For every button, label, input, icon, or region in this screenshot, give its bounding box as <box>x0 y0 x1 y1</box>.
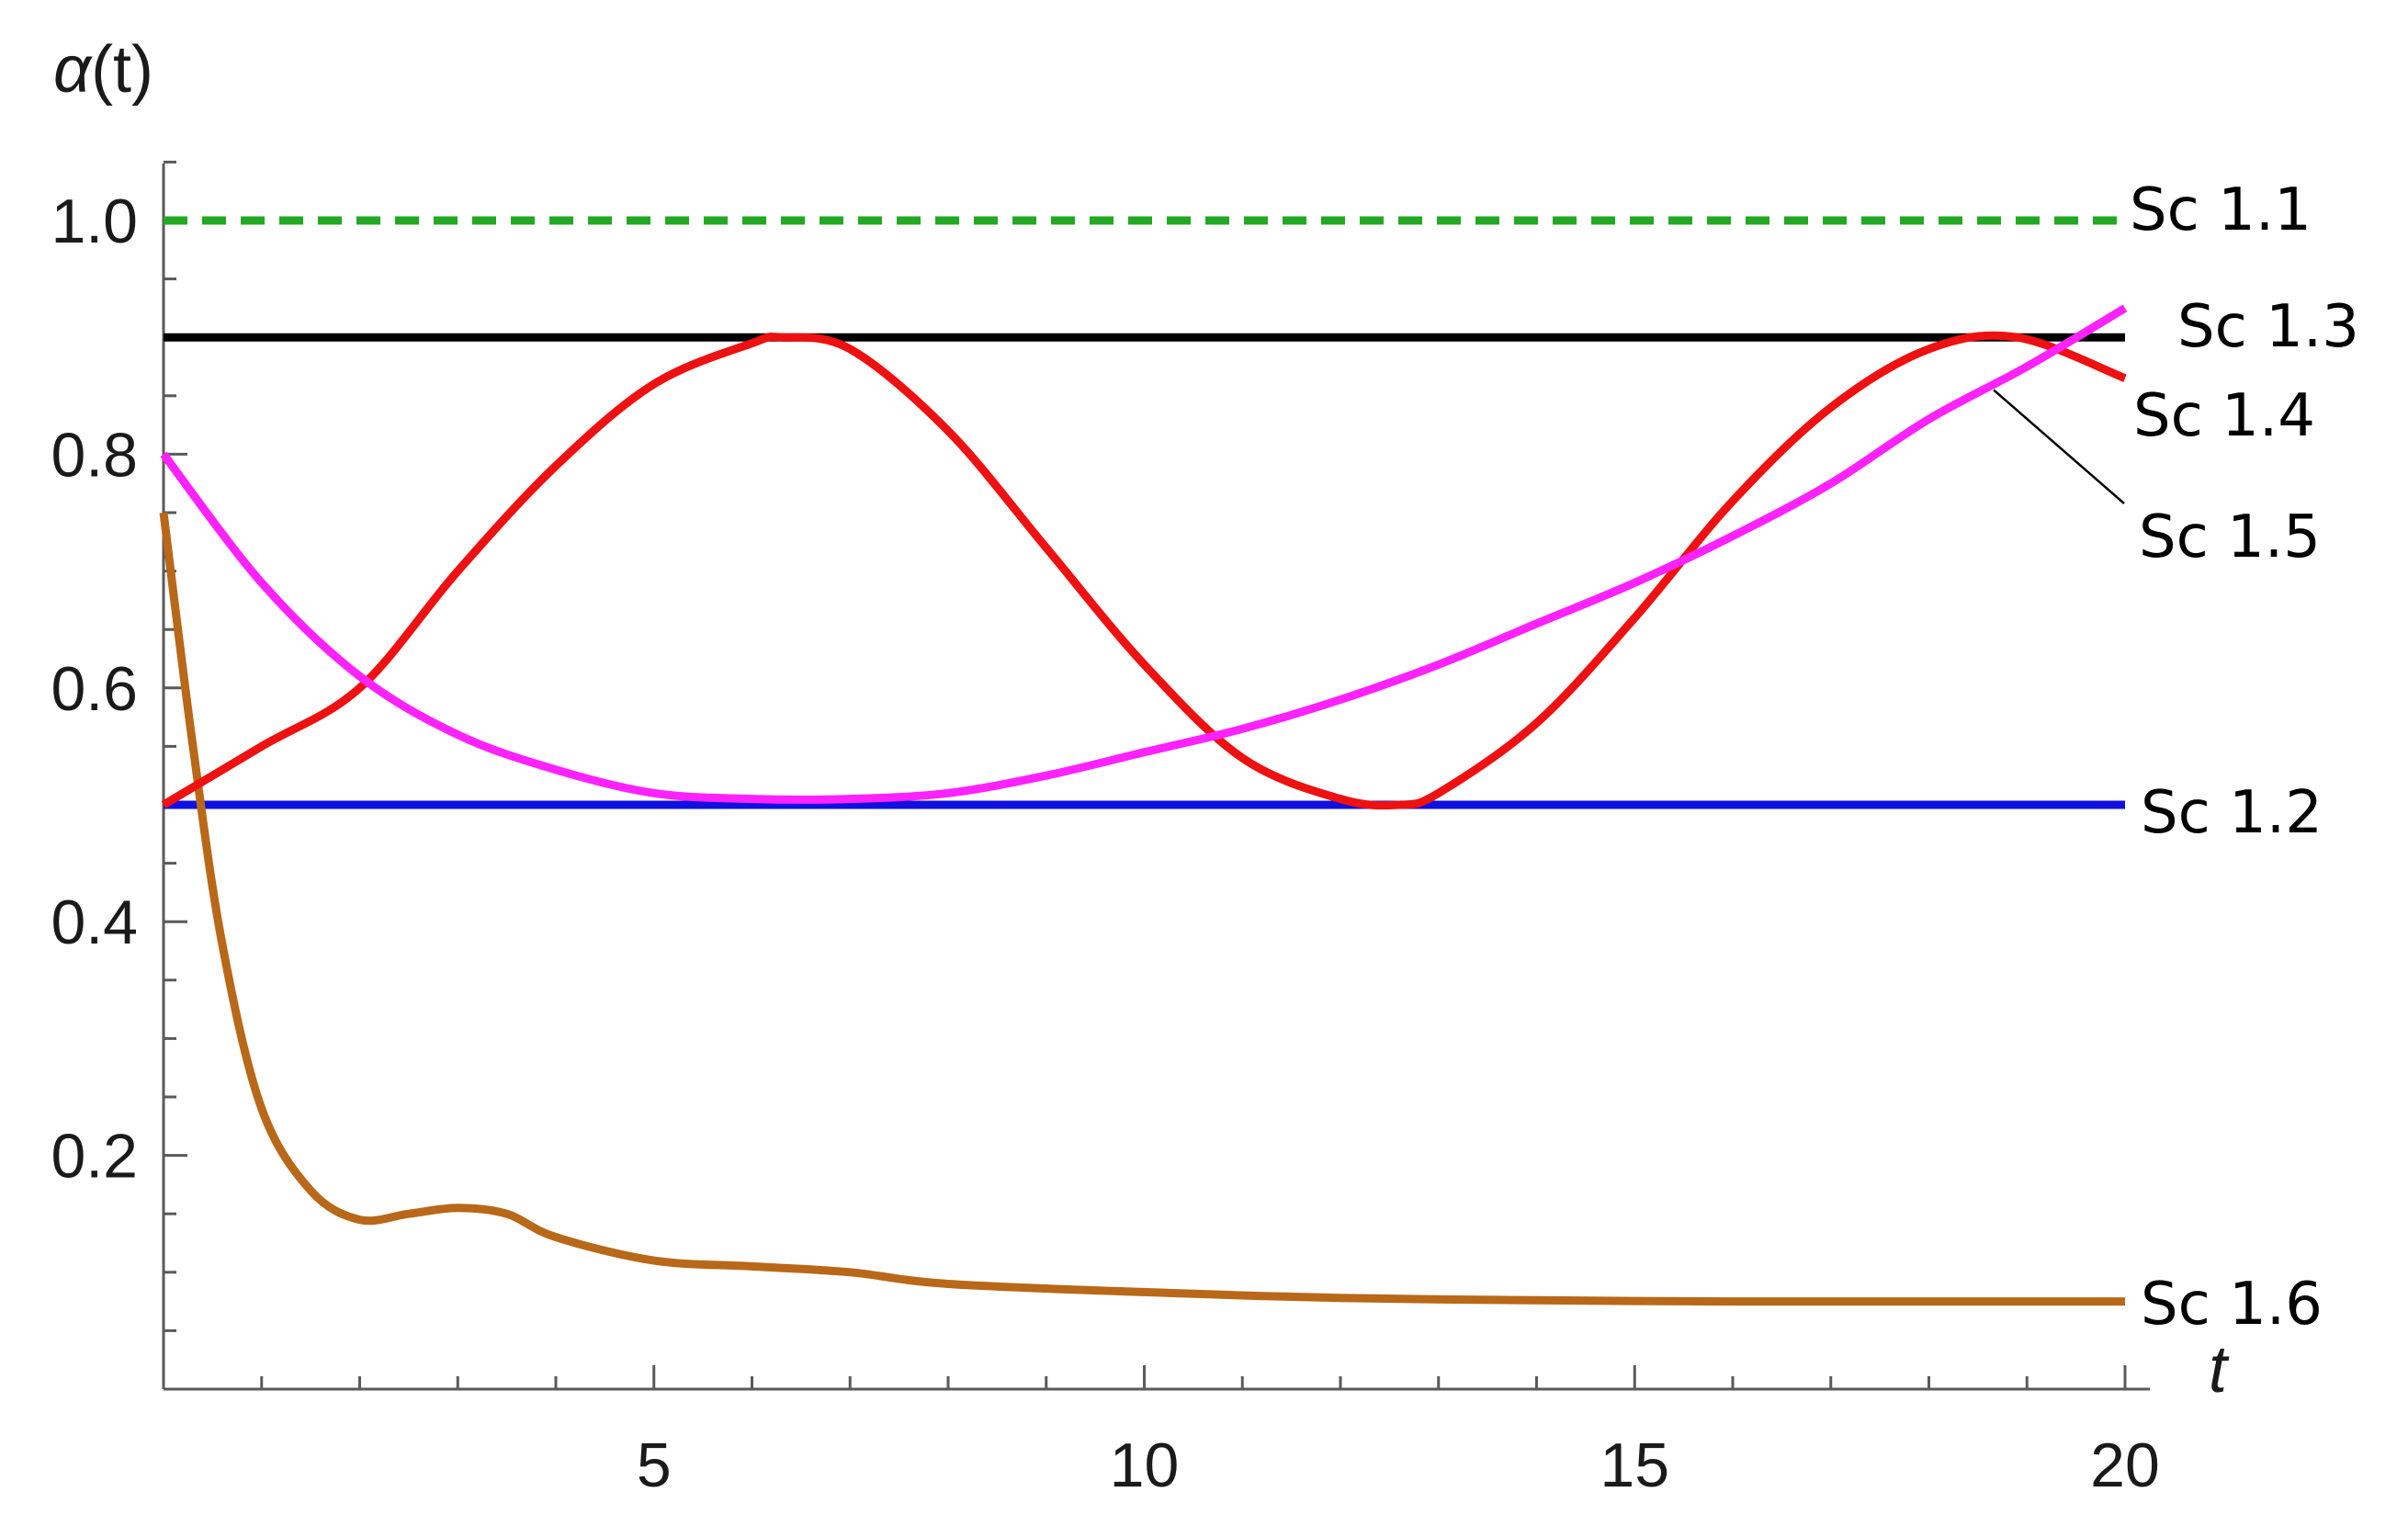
series-label-sc-1-3: Sc 1.3 <box>2177 293 2359 361</box>
x-axis-label: t <box>2209 1333 2230 1407</box>
y-tick-label: 0.6 <box>51 654 138 724</box>
y-tick-label: 0.2 <box>51 1122 138 1192</box>
y-tick-label: 0.8 <box>51 420 138 490</box>
y-tick-label: 0.4 <box>51 887 138 957</box>
axes: 5 10 15 20 0.2 0.4 0.6 0.8 1.0 <box>51 160 2160 1500</box>
y-axis-label-arg: (t) <box>91 33 153 107</box>
y-axis-label: α(t) <box>53 33 153 107</box>
series-line-sc-1-6 <box>159 512 2125 1306</box>
series-layer <box>159 216 2128 1306</box>
x-tick-label: 5 <box>637 1430 672 1500</box>
series-labels: Sc 1.1 Sc 1.3 Sc 1.4 Sc 1.5 Sc 1.2 Sc 1.6 <box>2130 176 2359 1339</box>
x-tick-label: 15 <box>1600 1430 1669 1500</box>
y-axis-label-symbol: α <box>53 33 93 107</box>
series-label-sc-1-2: Sc 1.2 <box>2141 779 2323 847</box>
series-label-sc-1-4: Sc 1.4 <box>2133 382 2315 450</box>
series-line-sc-1-4 <box>161 331 2127 810</box>
x-tick-label: 10 <box>1110 1430 1180 1500</box>
x-tick-label: 20 <box>2090 1430 2160 1500</box>
series-label-sc-1-6: Sc 1.6 <box>2141 1271 2323 1339</box>
y-tick-label: 1.0 <box>51 187 138 256</box>
series-line-sc-1-5 <box>160 304 2128 804</box>
series-label-sc-1-1: Sc 1.1 <box>2130 176 2312 244</box>
leader-line-sc-1-5 <box>1993 389 2125 504</box>
series-label-sc-1-5: Sc 1.5 <box>2139 503 2321 571</box>
